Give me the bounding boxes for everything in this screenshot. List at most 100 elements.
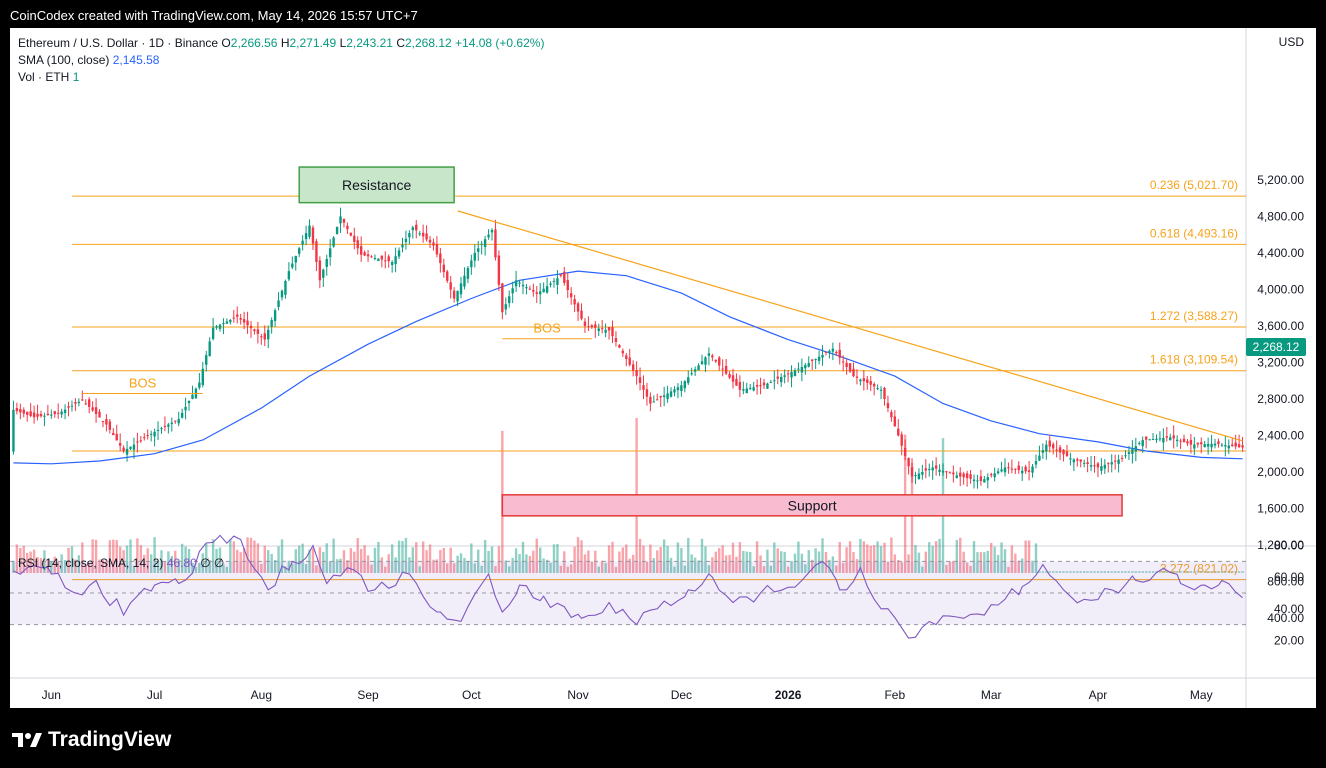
volume-bar xyxy=(1107,571,1110,573)
volume-bar xyxy=(552,544,556,573)
volume-bar xyxy=(824,551,828,573)
volume-bar xyxy=(480,565,483,573)
candle-body xyxy=(866,379,869,383)
volume-bar xyxy=(1051,571,1055,573)
candle-body xyxy=(146,435,149,437)
candle-body xyxy=(384,260,387,262)
volume-bar xyxy=(662,539,666,573)
volume-bar xyxy=(600,560,604,573)
candle-body xyxy=(94,407,98,414)
volume-bar xyxy=(294,549,297,573)
candle-body xyxy=(972,479,976,482)
candle-body xyxy=(122,447,125,452)
fib-label: 3.272 (821.02) xyxy=(1160,562,1238,576)
volume-bar xyxy=(1210,571,1213,573)
volume-bar xyxy=(921,566,924,573)
candle-body xyxy=(683,381,687,389)
candle-body xyxy=(790,371,793,378)
volume-bar xyxy=(156,561,160,573)
candle-body xyxy=(955,475,958,478)
volume-bar xyxy=(783,551,786,573)
candle-body xyxy=(263,333,266,340)
sma-layer xyxy=(13,270,1243,465)
volume-bar xyxy=(363,545,366,573)
volume-bar xyxy=(1048,571,1051,573)
volume-bar xyxy=(1110,571,1113,573)
candle-body xyxy=(607,327,611,331)
rsi-line xyxy=(13,534,1243,639)
volume-bar xyxy=(1127,571,1131,573)
candle-body xyxy=(869,381,872,385)
bos-label: BOS xyxy=(129,375,157,390)
volume-bar xyxy=(328,561,332,573)
candle-body xyxy=(466,268,470,279)
candle-body xyxy=(910,467,914,477)
tradingview-logo[interactable]: TradingView xyxy=(12,727,171,753)
candle-body xyxy=(862,378,866,382)
currency-label[interactable]: USD xyxy=(1278,35,1304,49)
candle-body xyxy=(1241,445,1244,448)
volume-bar xyxy=(962,551,965,573)
candle-body xyxy=(53,411,56,415)
volume-bar xyxy=(325,543,328,573)
volume-bar xyxy=(1158,571,1162,573)
volume-bar xyxy=(1045,571,1048,573)
volume-bar xyxy=(504,560,507,573)
volume-bar xyxy=(525,554,528,573)
candle-body xyxy=(428,239,432,243)
volume-bar xyxy=(996,554,1000,573)
candle-body xyxy=(1062,449,1065,455)
volume-bar xyxy=(1186,571,1189,573)
volume-bar xyxy=(807,550,810,573)
volume-bar xyxy=(1117,571,1120,573)
candle-body xyxy=(1014,468,1017,470)
volume-bar xyxy=(590,561,594,573)
candle-body xyxy=(1117,459,1120,464)
candle-body xyxy=(177,419,180,424)
candle-body xyxy=(928,468,931,470)
candle-body xyxy=(287,271,291,280)
candle-body xyxy=(298,248,301,254)
volume-bar xyxy=(718,548,721,573)
volume-bar xyxy=(229,539,232,573)
candle-body xyxy=(470,260,473,268)
candle-body xyxy=(256,329,260,334)
volume-bar xyxy=(36,556,39,573)
volume-bar xyxy=(1041,571,1045,573)
candle-body xyxy=(1000,469,1003,472)
volume-bar xyxy=(167,551,170,573)
volume-bar xyxy=(1014,553,1017,573)
candle-body xyxy=(1182,438,1186,443)
candle-body xyxy=(897,428,900,436)
candle-body xyxy=(1189,439,1193,445)
candle-body xyxy=(532,289,535,292)
volume-bar xyxy=(163,561,167,573)
chart-panel[interactable]: 0.236 (5,021.70) 0.618 (4,493.16) 1.272 (3… xyxy=(10,28,1316,708)
candle-body xyxy=(649,396,652,404)
candle-body xyxy=(511,288,514,294)
candle-body xyxy=(180,412,184,418)
volume-bar xyxy=(934,541,938,573)
candle-body xyxy=(780,376,783,383)
volume-bar xyxy=(680,547,683,573)
candle-body xyxy=(559,274,563,276)
candle-body xyxy=(1179,440,1182,442)
volume-bar xyxy=(67,547,70,573)
candle-body xyxy=(57,412,60,414)
volume-bar xyxy=(969,565,972,573)
candle-body xyxy=(60,411,63,415)
candle-body xyxy=(1127,452,1131,455)
volume-bar xyxy=(115,539,118,573)
volume-value: 1 xyxy=(72,70,80,84)
candle-body xyxy=(425,233,428,240)
price-chart[interactable]: 0.236 (5,021.70) 0.618 (4,493.16) 1.272 (3… xyxy=(10,28,1316,708)
volume-bar xyxy=(990,542,993,573)
candle-body xyxy=(611,327,614,337)
candle-body xyxy=(497,255,501,285)
volume-bar xyxy=(983,552,986,573)
volume-bar xyxy=(401,540,404,573)
candle-body xyxy=(1158,438,1162,440)
time-tick-label: May xyxy=(1190,688,1213,702)
candle-body xyxy=(1003,467,1007,473)
volume-bar xyxy=(194,566,198,573)
